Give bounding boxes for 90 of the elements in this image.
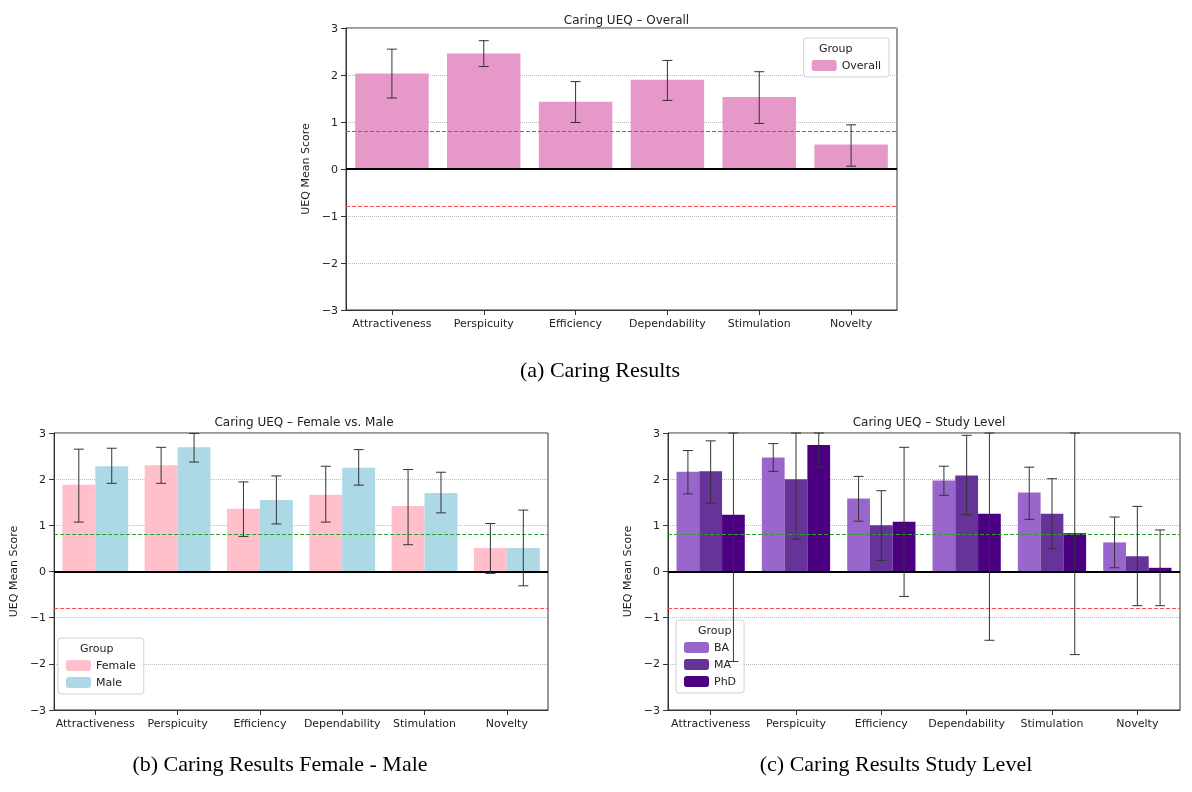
bar bbox=[506, 547, 540, 572]
bar bbox=[391, 505, 425, 572]
y-axis-title: UEQ Mean Score bbox=[7, 525, 20, 618]
legend-label: MA bbox=[714, 658, 732, 671]
y-tick-label: 2 bbox=[39, 472, 47, 486]
y-tick-label: 1 bbox=[331, 115, 338, 129]
legend-label: Female bbox=[96, 659, 137, 672]
legend-label: Male bbox=[96, 676, 123, 689]
x-tick-label: Novelty bbox=[1116, 717, 1159, 730]
legend-label: PhD bbox=[714, 675, 737, 688]
legend-label: Overall bbox=[841, 59, 881, 72]
bar bbox=[259, 499, 293, 572]
bar bbox=[309, 494, 343, 572]
y-tick-label: 3 bbox=[653, 426, 660, 440]
bar bbox=[699, 471, 723, 572]
legend-label: BA bbox=[714, 641, 730, 654]
y-tick-label: 1 bbox=[653, 518, 660, 532]
chart-title: Caring UEQ – Female vs. Male bbox=[214, 415, 394, 429]
y-tick-label: 2 bbox=[653, 472, 660, 486]
y-tick-label: 0 bbox=[331, 162, 338, 176]
legend-title: Group bbox=[80, 642, 114, 655]
y-tick-label: −1 bbox=[29, 611, 47, 625]
text: (a) Caring Results bbox=[519, 356, 681, 382]
bar bbox=[1103, 542, 1126, 572]
x-tick-label: Perspicuity bbox=[765, 717, 827, 730]
bar bbox=[630, 79, 705, 169]
bar bbox=[62, 484, 96, 572]
legend-title: Group bbox=[698, 624, 732, 637]
bar bbox=[355, 73, 429, 169]
bar bbox=[932, 480, 956, 572]
y-tick-label: 1 bbox=[39, 518, 47, 532]
y-tick-label: −1 bbox=[643, 611, 660, 625]
x-tick-label: Efficiency bbox=[549, 317, 603, 330]
bar bbox=[722, 514, 745, 572]
bar bbox=[95, 466, 129, 572]
bar bbox=[1017, 492, 1041, 572]
bar bbox=[473, 547, 507, 572]
y-tick-label: 3 bbox=[331, 21, 338, 35]
x-tick-label: Stimulation bbox=[1020, 717, 1084, 730]
x-tick-label: Attractiveness bbox=[671, 717, 751, 730]
bar bbox=[1063, 533, 1087, 572]
text: (b) Caring Results Female - Male bbox=[132, 750, 428, 776]
x-tick-label: Dependability bbox=[303, 717, 382, 730]
x-tick-label: Dependability bbox=[629, 317, 707, 330]
x-tick-label: Dependability bbox=[928, 717, 1006, 730]
y-tick-label: 0 bbox=[653, 565, 660, 578]
x-tick-label: Perspicuity bbox=[147, 717, 209, 730]
x-tick-label: Efficiency bbox=[233, 717, 287, 730]
bar bbox=[847, 498, 870, 572]
y-tick-label: −2 bbox=[643, 657, 660, 671]
bar bbox=[784, 479, 808, 572]
y-tick-label: −3 bbox=[321, 303, 338, 317]
bar bbox=[676, 471, 700, 572]
x-tick-label: Attractiveness bbox=[352, 317, 432, 330]
bar bbox=[1040, 513, 1064, 572]
chart-title: Caring UEQ – Overall bbox=[563, 13, 690, 27]
x-tick-label: Novelty bbox=[485, 717, 529, 730]
bar bbox=[538, 101, 613, 169]
x-tick-label: Novelty bbox=[830, 317, 873, 330]
x-tick-label: Stimulation bbox=[393, 717, 457, 730]
text: (c) Caring Results Study Level bbox=[759, 750, 1033, 776]
legend-title: Group bbox=[819, 42, 853, 55]
y-tick-label: −2 bbox=[321, 256, 338, 270]
x-tick-label: Efficiency bbox=[854, 717, 909, 730]
x-tick-label: Perspicuity bbox=[453, 317, 515, 330]
bar bbox=[761, 457, 785, 572]
y-axis-title: UEQ Mean Score bbox=[620, 525, 634, 618]
y-tick-label: −1 bbox=[321, 209, 338, 223]
y-tick-label: −3 bbox=[643, 703, 660, 717]
chart-title: Caring UEQ – Study Level bbox=[852, 415, 1006, 429]
y-axis-title: UEQ Mean Score bbox=[298, 123, 312, 215]
bar bbox=[807, 445, 831, 572]
bar bbox=[869, 525, 893, 572]
bar bbox=[955, 475, 979, 572]
y-tick-label: −2 bbox=[29, 657, 47, 671]
bar bbox=[722, 97, 796, 169]
bar bbox=[447, 53, 521, 169]
y-tick-label: 2 bbox=[331, 68, 338, 82]
bar bbox=[814, 144, 888, 169]
y-tick-label: −3 bbox=[29, 703, 47, 717]
bar bbox=[342, 467, 376, 572]
bar bbox=[424, 493, 458, 572]
bar bbox=[177, 447, 211, 572]
x-tick-label: Attractiveness bbox=[55, 717, 136, 730]
bar bbox=[226, 508, 260, 572]
y-tick-label: 3 bbox=[39, 426, 47, 440]
bar bbox=[144, 465, 178, 572]
y-tick-label: 0 bbox=[39, 565, 47, 578]
bar bbox=[978, 513, 1001, 572]
x-tick-label: Stimulation bbox=[727, 317, 791, 330]
